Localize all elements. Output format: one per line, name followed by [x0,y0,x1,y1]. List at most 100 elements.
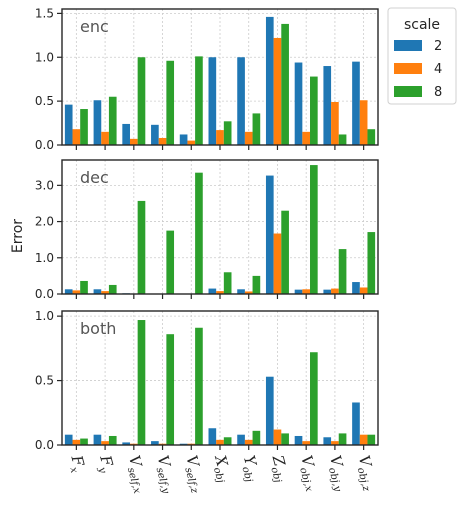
legend-label: 8 [434,85,442,100]
bar [129,138,138,145]
x-tick-label: Fx [64,452,89,474]
bar [122,123,130,145]
bar [72,290,81,294]
y-axis-label: Error [10,219,26,253]
bar [294,62,303,145]
bar [310,76,318,145]
bar [359,434,368,445]
bar [158,137,167,145]
bar [252,275,261,294]
bar [252,430,261,445]
bar [179,134,188,145]
bar [323,437,332,445]
bar [93,289,102,294]
legend-swatch [394,63,422,74]
bar [64,434,73,445]
legend-title: scale [404,17,440,33]
x-tick-label: Vobj,y [323,453,352,493]
bar [93,434,102,445]
bar [281,433,289,445]
legend-label: 4 [434,62,442,77]
bar [359,287,368,294]
bar [237,434,245,445]
bar [352,282,360,294]
bar [64,289,73,294]
bar [244,131,253,145]
bar [137,320,146,445]
legend-label: 2 [434,39,442,54]
bar [93,100,102,145]
bar [367,129,376,145]
bar [237,289,245,294]
bar [223,437,232,445]
bar [281,210,289,294]
bar [244,291,253,294]
panel-frame [61,8,379,146]
bar [265,376,274,445]
bar [72,439,81,445]
bar [166,60,175,145]
bar [338,249,347,294]
legend-swatch [394,40,422,51]
bar [101,291,109,294]
bar [338,134,347,145]
bar [367,232,376,294]
bar [367,434,376,445]
bar [208,428,217,445]
bar [323,66,332,145]
bar [122,442,130,445]
panel-frame [61,310,379,446]
y-tick-label: 1.0 [35,251,54,265]
bar [237,57,245,145]
bar [302,441,311,445]
bar [331,288,339,294]
y-tick-label: 1.5 [35,6,54,20]
y-tick-label: 0.5 [35,374,54,388]
y-tick-label: 0.0 [35,138,54,152]
bar [195,172,203,294]
y-tick-label: 0.0 [35,438,54,452]
y-tick-label: 1.0 [35,309,54,323]
bar [323,289,332,294]
bar [72,129,81,145]
bar [101,441,109,445]
x-tick-label: Vself,x [122,453,152,495]
bar [166,334,175,445]
bar [352,402,360,445]
bar [281,23,289,145]
bar [223,272,232,294]
bar [137,200,146,294]
x-tick-label: Yobj [237,453,264,483]
x-tick-label: Xobj [208,452,235,484]
y-tick-label: 0.5 [35,94,54,108]
panel-label: dec [80,168,109,187]
bar [151,441,159,445]
bar [187,140,196,145]
bar [359,100,368,145]
x-tick-label: Fy [93,452,118,474]
bar [265,175,274,294]
bar [80,280,88,294]
bar [310,352,318,445]
y-tick-label: 2.0 [35,215,54,229]
bar [338,433,347,445]
bar [216,439,224,445]
bar [216,130,224,145]
bar [265,16,274,145]
bar [310,165,318,294]
x-tick-label: Vobj,x [294,453,323,493]
panel-frame [61,159,379,295]
bar [208,288,217,294]
bar [273,429,282,445]
x-tick-label: Vobj,z [352,453,381,493]
bar [195,327,203,445]
bar [331,441,339,445]
bar [294,435,303,445]
bar [166,230,175,294]
panel-label: both [80,319,116,338]
panel-label: enc [80,17,109,36]
bar [223,121,232,145]
bar [64,104,73,145]
